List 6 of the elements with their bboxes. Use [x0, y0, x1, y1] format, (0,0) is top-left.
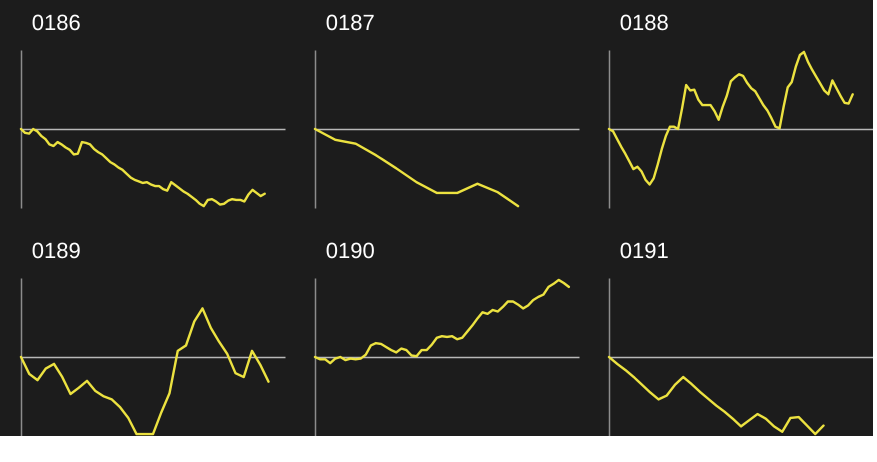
chart-title: 0188	[620, 10, 669, 35]
chart-title: 0190	[326, 238, 375, 263]
chart-title: 0191	[620, 238, 669, 263]
chart-title: 0186	[32, 10, 81, 35]
chart-title: 0189	[32, 238, 81, 263]
chart-title: 0187	[326, 10, 375, 35]
